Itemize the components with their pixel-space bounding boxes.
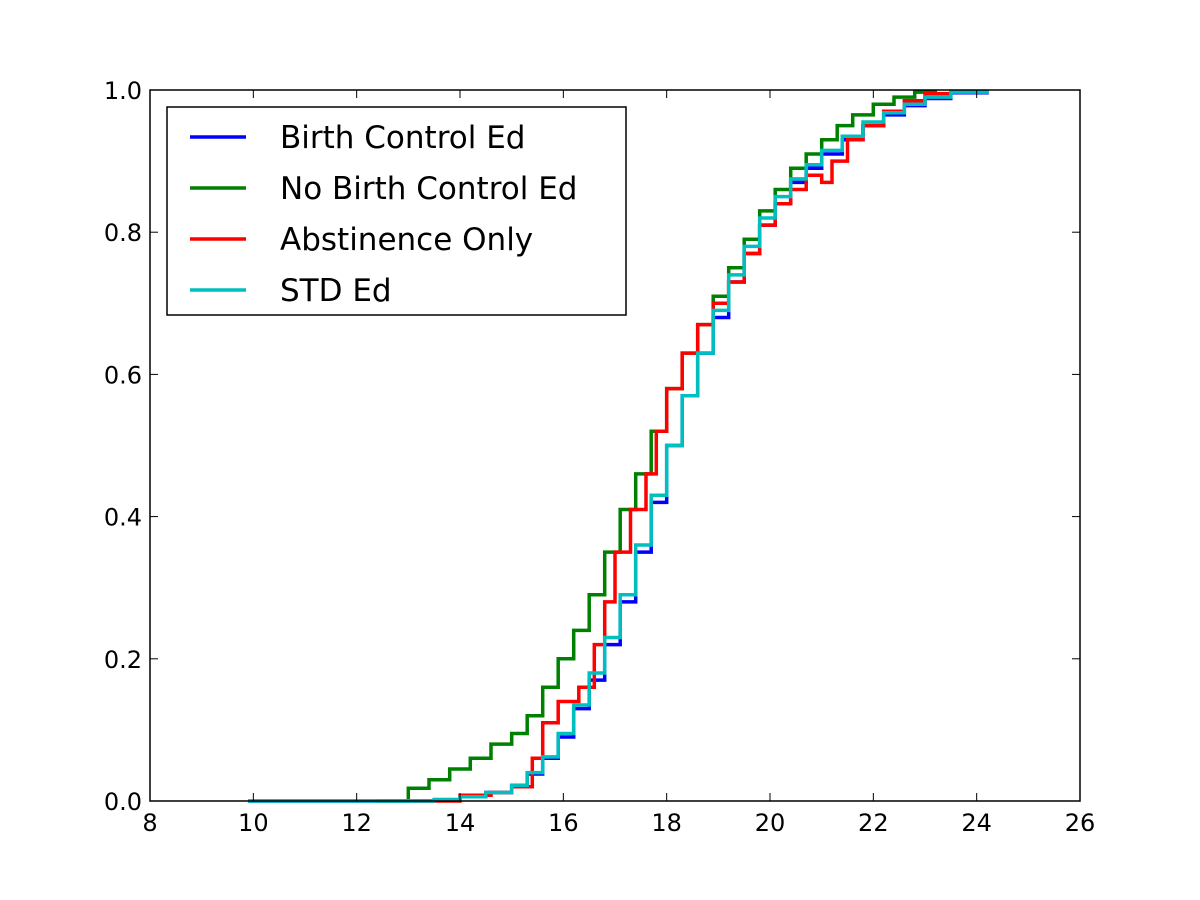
series-layer	[248, 89, 989, 803]
x-tick-label: 26	[1065, 809, 1096, 837]
y-tick-label: 1.0	[104, 77, 142, 105]
x-tick-label: 22	[858, 809, 889, 837]
legend-label-2: Abstinence Only	[280, 222, 533, 258]
x-tick-label: 12	[341, 809, 372, 837]
x-tick-label: 14	[445, 809, 476, 837]
legend-label-1: No Birth Control Ed	[280, 171, 577, 207]
legend-items: Birth Control Ed No Birth Control Ed Absti…	[190, 120, 577, 309]
legend: Birth Control Ed No Birth Control Ed Absti…	[166, 106, 627, 316]
x-tick-label: 8	[142, 809, 157, 837]
legend-label-3: STD Ed	[280, 273, 392, 309]
x-tick-label: 10	[238, 809, 269, 837]
x-tick-label: 24	[961, 809, 992, 837]
y-tick-label: 0.6	[104, 361, 142, 389]
legend-box	[166, 106, 627, 316]
x-tick-label: 20	[755, 809, 786, 837]
y-tick-label: 0.0	[104, 788, 142, 816]
ticks-layer: 8 10 12 14 16 18 20 22 24 26 0.0 0.2 0.4 0.6 0.8 1.0	[104, 77, 1095, 837]
x-tick-label: 18	[651, 809, 682, 837]
series-line-3	[248, 90, 989, 803]
y-tick-label: 0.2	[104, 646, 142, 674]
x-tick-label: 16	[548, 809, 579, 837]
plot-area-frame	[149, 89, 1081, 802]
legend-label-0: Birth Control Ed	[280, 120, 525, 156]
y-tick-label: 0.4	[104, 504, 142, 532]
y-tick-label: 0.8	[104, 219, 142, 247]
